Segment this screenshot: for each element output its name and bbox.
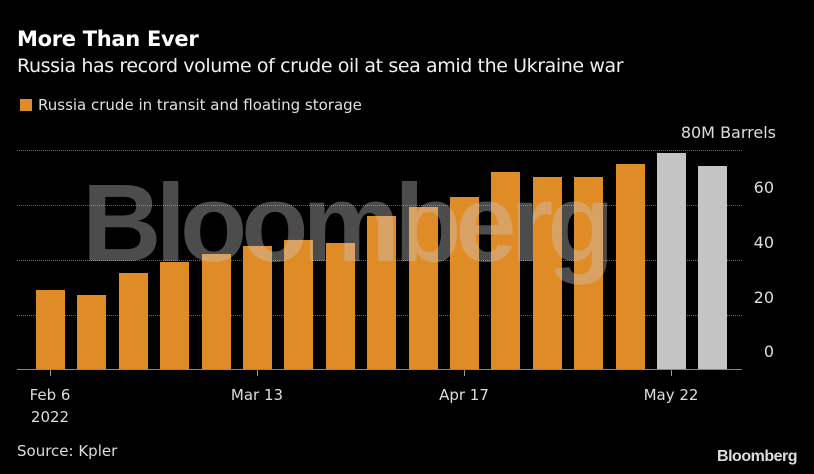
bar — [118, 273, 148, 369]
bar — [325, 243, 355, 369]
bar — [450, 196, 479, 369]
y-axis-unit-label: 80M Barrels — [680, 123, 776, 142]
x-tick-mark — [464, 370, 465, 376]
bar — [284, 240, 314, 369]
x-tick-mark — [671, 370, 672, 376]
x-tick-label-text: Feb 6 — [29, 386, 71, 404]
gridline-60 — [17, 205, 742, 206]
x-tick-year-text: 2022 — [30, 408, 70, 426]
bar — [243, 245, 272, 369]
bar — [615, 163, 645, 369]
bloomberg-logo: Bloomberg — [717, 448, 797, 465]
x-tick-label-apr17: Apr 17 — [439, 386, 489, 404]
gridline-80 — [17, 150, 742, 151]
x-tick-label-mar13: Mar 13 — [230, 386, 284, 404]
y-tick-40: 40 — [753, 233, 774, 252]
y-tick-60: 60 — [753, 178, 774, 197]
bar — [532, 177, 562, 369]
chart-subtitle: Russia has record volume of crude oil at… — [17, 55, 624, 77]
bar — [574, 177, 604, 369]
bar — [160, 262, 190, 369]
chart-title: More Than Ever — [17, 27, 199, 51]
bar — [657, 152, 686, 369]
bar — [491, 171, 521, 369]
legend-swatch-icon — [20, 99, 32, 111]
plot-area — [17, 150, 742, 376]
x-tick-label-feb6: Feb 6 2022 — [30, 384, 71, 428]
bar — [367, 215, 397, 369]
bar — [698, 166, 728, 369]
source-note: Source: Kpler — [17, 442, 118, 460]
x-axis-line — [17, 369, 742, 370]
legend-label: Russia crude in transit and floating sto… — [38, 96, 362, 114]
bar — [408, 207, 438, 369]
x-tick-mark — [257, 370, 258, 376]
x-tick-mark — [50, 370, 51, 376]
bar — [77, 295, 107, 369]
x-tick-label-may22: May 22 — [643, 386, 699, 404]
bar — [201, 254, 231, 369]
legend: Russia crude in transit and floating sto… — [20, 96, 362, 114]
y-tick-20: 20 — [753, 288, 774, 307]
bar — [36, 289, 65, 369]
y-tick-0: 0 — [763, 342, 774, 361]
